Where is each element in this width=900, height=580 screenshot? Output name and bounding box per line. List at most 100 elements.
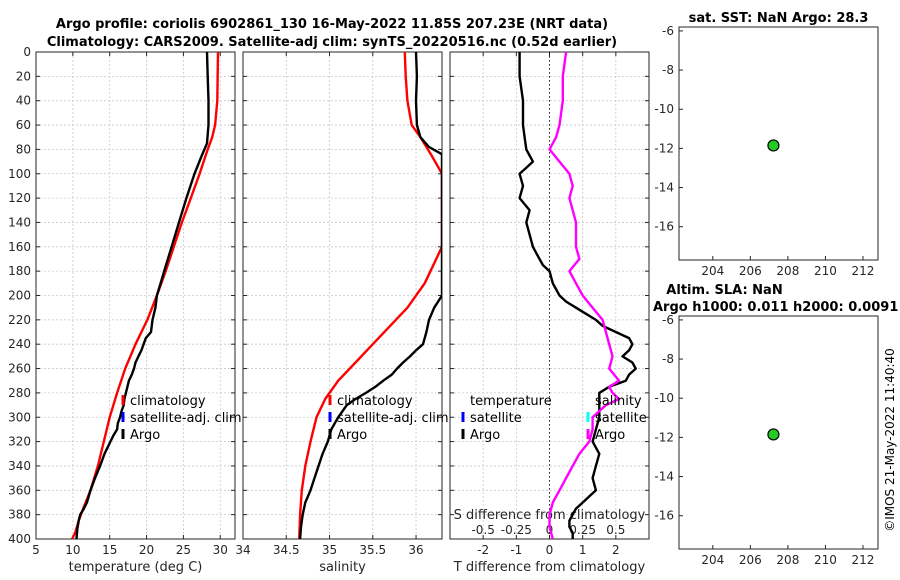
temperature-y-tick-label-4: 80: [16, 142, 31, 156]
temperature-y-tick-label-19: 380: [8, 508, 31, 522]
temperature-x-tick-label-1: 10: [65, 543, 80, 557]
salinity-chart: 34 34.5 35 35.5 36 salinity climatology satelli…: [235, 51, 449, 575]
sla-map-x-tick-label-4: 212: [852, 553, 875, 567]
sst-map-x-tick-label-3: 210: [814, 264, 837, 278]
sst-map-y-tick-label-3: -12: [654, 141, 674, 155]
difference-legend-right-label-0: salinity: [595, 394, 642, 409]
sla-map-x-tick-label-1: 206: [739, 553, 762, 567]
temperature-y-tick-label-16: 320: [8, 435, 31, 449]
temperature-y-tick-label-12: 240: [8, 337, 31, 351]
sst-map-x-tick-label-1: 206: [739, 264, 762, 278]
sst-map-y-tick-label-2: -10: [654, 102, 674, 116]
sla-map-title: Altim. SLA: NaN: [666, 283, 782, 298]
sla-map-y-tick-label-4: -14: [654, 470, 674, 484]
main-title-line2: Climatology: CARS2009. Satellite-adj cli…: [47, 35, 617, 50]
temperature-y-tick-label-11: 220: [8, 313, 31, 327]
difference-legend-right-label-2: Argo: [595, 428, 625, 443]
sla-map-x-tick-label-0: 204: [701, 553, 724, 567]
temperature-y-tick-label-3: 60: [16, 118, 31, 132]
temperature-y-tick-label-6: 120: [8, 191, 31, 205]
sst-map-title: sat. SST: NaN Argo: 28.3: [689, 11, 869, 26]
temperature-x-tick-label-3: 20: [139, 543, 154, 557]
temperature-y-tick-label-7: 140: [8, 215, 31, 229]
sla-map-y-tick-label-3: -12: [654, 430, 674, 444]
difference-x-tick-label-3: 1: [579, 543, 587, 557]
main-title-line1: Argo profile: coriolis 6902861_130 16-Ma…: [56, 17, 608, 32]
temperature-y-tick-label-14: 280: [8, 386, 31, 400]
salinity-x-tick-label-4: 36: [408, 543, 423, 557]
salinity-x-tick-label-3: 35.5: [359, 543, 386, 557]
sla-map-point-0: [767, 428, 780, 441]
salinity-x-tick-label-0: 34: [235, 543, 250, 557]
sst-map-x-tick-label-0: 204: [701, 264, 724, 278]
difference-series-0: [518, 52, 637, 539]
sst-map-y-tick-label-1: -8: [662, 63, 674, 77]
difference-x-tick-label-0: -2: [477, 543, 489, 557]
temperature-y-tick-label-8: 160: [8, 240, 31, 254]
difference-s-tick-label-0: -0.5: [471, 523, 494, 537]
temperature-x-tick-label-5: 30: [213, 543, 228, 557]
temperature-y-tick-label-13: 260: [8, 362, 31, 376]
salinity-series-1: [298, 52, 442, 539]
temperature-legend-label-0: climatology: [130, 394, 206, 409]
temperature-y-tick-label-18: 360: [8, 483, 31, 497]
sst-map-x-tick-label-2: 208: [776, 264, 799, 278]
difference-x-tick-label-2: 0: [546, 543, 554, 557]
temperature-chart: 5 10 15 20 25 3002040608010012014016018020022…: [8, 45, 242, 575]
difference-x-tick-label-4: 2: [612, 543, 620, 557]
difference-legend-right-label-1: satellite: [595, 411, 647, 426]
temperature-y-tick-label-5: 100: [8, 167, 31, 181]
difference-x-tick-label-1: -1: [510, 543, 522, 557]
difference-legend-left-label-1: satellite: [470, 411, 522, 426]
plots-layer: 5 10 15 20 25 3002040608010012014016018020022…: [8, 11, 898, 575]
temperature-legend-label-1: satellite-adj. clim: [130, 411, 242, 426]
difference-x-axis-label: T difference from climatology: [453, 560, 646, 575]
sla-map-y-tick-label-2: -10: [654, 391, 674, 405]
temperature-y-tick-label-17: 340: [8, 459, 31, 473]
sst-map-chart: 204 206 208 210 212 -6 -8 -10 -12 -14 -16 sat. SST:…: [654, 11, 879, 278]
salinity-legend-label-0: climatology: [337, 394, 413, 409]
difference-s-tick-label-4: 0.5: [606, 523, 625, 537]
difference-s-tick-label-3: 0.25: [569, 523, 596, 537]
temperature-x-tick-label-4: 25: [176, 543, 191, 557]
temperature-x-axis-label: temperature (deg C): [69, 560, 203, 575]
sla-map-subtitle: Argo h1000: 0.011 h2000: 0.0091: [653, 300, 898, 315]
sst-map-y-tick-label-4: -14: [654, 181, 674, 195]
salinity-legend-label-2: Argo: [337, 428, 367, 443]
salinity-x-axis-label: salinity: [319, 560, 366, 575]
sla-map-chart: 204 206 208 210 212 -6 -8 -10 -12 -14 -16 Altim. SL…: [653, 283, 898, 567]
sst-map-frame: [678, 26, 879, 261]
difference-legend-left-label-0: temperature: [470, 394, 552, 409]
temperature-y-tick-label-10: 200: [8, 289, 31, 303]
temperature-legend-label-2: Argo: [130, 428, 160, 443]
sst-map-x-tick-label-4: 212: [852, 264, 875, 278]
salinity-x-tick-label-2: 35: [322, 543, 337, 557]
salinity-legend-label-1: satellite-adj. clim: [337, 411, 449, 426]
temperature-series-1: [75, 52, 210, 539]
difference-series-1: [548, 52, 621, 539]
sla-map-x-tick-label-2: 208: [776, 553, 799, 567]
salinity-x-tick-label-1: 34.5: [273, 543, 300, 557]
temperature-y-tick-label-1: 20: [16, 69, 31, 83]
temperature-y-tick-label-20: 400: [8, 532, 31, 546]
watermark-text: ©IMOS 21-May-2022 11:40:40: [883, 348, 897, 532]
sst-map-y-tick-label-5: -16: [654, 220, 674, 234]
sla-map-y-tick-label-0: -6: [662, 313, 674, 327]
sst-map-y-tick-label-0: -6: [662, 24, 674, 38]
difference-legend-left-label-2: Argo: [470, 428, 500, 443]
sst-map-point-0: [767, 139, 780, 152]
sla-map-y-tick-label-5: -16: [654, 509, 674, 523]
salinity-series-0: [298, 52, 442, 539]
temperature-x-tick-label-2: 15: [102, 543, 117, 557]
difference-s-tick-label-1: -0.25: [501, 523, 532, 537]
temperature-y-tick-label-2: 40: [16, 94, 31, 108]
sla-map-y-tick-label-1: -8: [662, 352, 674, 366]
temperature-x-tick-label-0: 5: [32, 543, 40, 557]
sla-map-frame: [678, 315, 879, 550]
temperature-y-tick-label-15: 300: [8, 410, 31, 424]
sla-map-x-tick-label-3: 210: [814, 553, 837, 567]
temperature-y-tick-label-0: 0: [23, 45, 31, 59]
temperature-y-tick-label-9: 180: [8, 264, 31, 278]
